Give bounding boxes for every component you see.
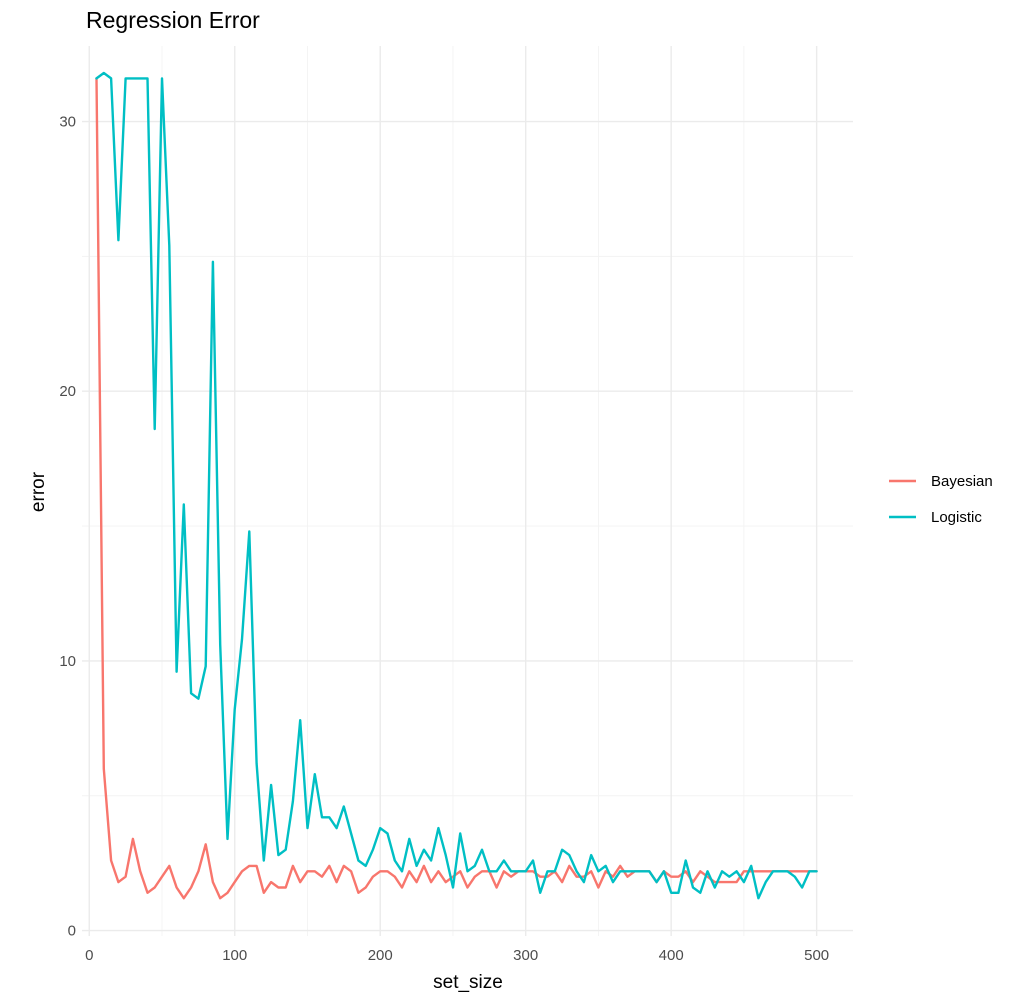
- legend-label-logistic: Logistic: [931, 509, 982, 526]
- x-axis-title: set_size: [433, 972, 503, 992]
- x-tick-label: 400: [659, 947, 684, 964]
- x-axis-tick-labels: 0 100 200 300 400 500: [85, 947, 829, 964]
- y-axis-tick-labels: 0 10 20 30: [59, 114, 76, 940]
- series-line-logistic: [95, 71, 818, 900]
- x-tick-label: 200: [368, 947, 393, 964]
- chart-title: Regression Error: [86, 7, 260, 33]
- x-tick-label: 100: [222, 947, 247, 964]
- y-tick-label: 20: [59, 383, 76, 400]
- y-tick-label: 10: [59, 653, 76, 670]
- y-tick-label: 0: [68, 923, 76, 940]
- y-tick-label: 30: [59, 114, 76, 131]
- x-tick-label: 0: [85, 947, 93, 964]
- series-line-bayesian: [95, 77, 818, 900]
- x-tick-label: 500: [804, 947, 829, 964]
- legend: Bayesian Logistic: [889, 473, 993, 526]
- x-tick-label: 300: [513, 947, 538, 964]
- minor-gridlines: [82, 46, 853, 936]
- legend-label-bayesian: Bayesian: [931, 473, 993, 490]
- y-axis-title: error: [28, 471, 49, 512]
- major-gridlines: [82, 46, 853, 936]
- series-lines: [95, 71, 818, 900]
